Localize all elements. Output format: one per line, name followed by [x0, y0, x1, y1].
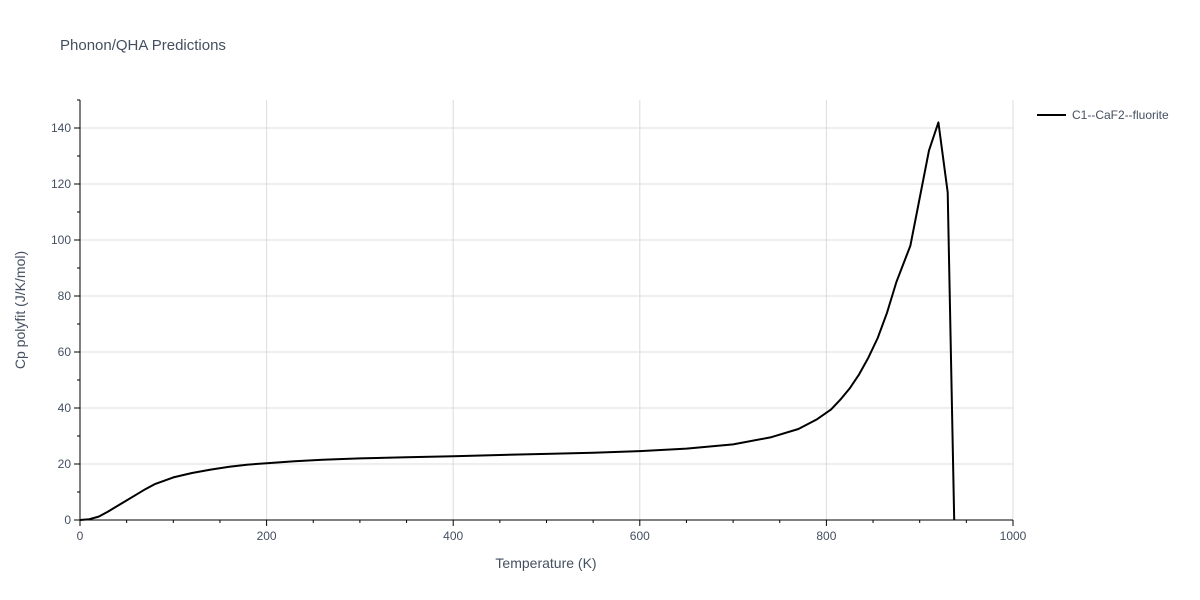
x-axis-label: Temperature (K): [495, 555, 596, 571]
y-tick-label: 60: [58, 345, 72, 359]
y-tick-label: 120: [51, 177, 71, 191]
grid: [80, 100, 1014, 520]
y-tick-label: 0: [64, 513, 71, 527]
x-tick-label: 1000: [1000, 529, 1027, 543]
axes: [79, 100, 1013, 521]
x-tick-label: 200: [257, 529, 277, 543]
y-tick-label: 140: [51, 121, 71, 135]
x-tick-label: 0: [77, 529, 84, 543]
series-layer: [79, 121, 956, 521]
series-line: [79, 121, 956, 521]
chart-title: Phonon/QHA Predictions: [60, 37, 226, 54]
legend-label: C1--CaF2--fluorite: [1072, 108, 1169, 122]
y-axis-label: Cp polyfit (J/K/mol): [12, 251, 28, 369]
legend[interactable]: C1--CaF2--fluorite: [1037, 108, 1169, 122]
x-tick-label: 600: [630, 529, 650, 543]
y-axis-ticks: 0 20 40 60 80 100 120 140: [51, 99, 80, 527]
x-axis-ticks: 0 200 400 600 800 1000: [77, 520, 1027, 543]
y-tick-label: 80: [58, 289, 72, 303]
x-tick-label: 400: [443, 529, 463, 543]
y-tick-label: 20: [58, 457, 72, 471]
y-tick-label: 40: [58, 401, 72, 415]
x-tick-label: 800: [816, 529, 836, 543]
y-tick-label: 100: [51, 233, 71, 247]
